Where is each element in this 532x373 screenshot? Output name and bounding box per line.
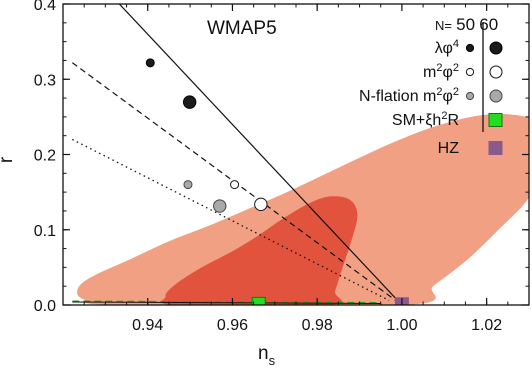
legend-marker-small [465,43,475,53]
legend-marker-small [465,67,475,77]
x-tick-label: 0.94 [132,317,163,334]
lambda-phi4-line [118,4,403,305]
legend-label: N-flation m2φ2 [359,86,459,105]
legend-label: m2φ2 [423,62,459,81]
y-tick-label: 0.4 [34,0,56,14]
point-3-0 [251,296,266,305]
y-tick-label: 0.2 [34,148,56,165]
sm-xi-line [72,300,381,304]
x-tick-label: 1.00 [386,317,417,334]
point-0-0 [145,58,155,68]
y-tick-label: 0.1 [34,223,56,240]
legend-marker-large [489,41,503,55]
n-flation-line [72,138,390,302]
point-1-0 [230,180,240,190]
y-tick-label: 0.0 [34,298,56,315]
legend-header: N= 50 60 [435,15,498,34]
base-line [72,301,381,304]
point-1-1 [254,197,268,212]
legend-marker-large [489,89,503,103]
legend-marker-square [488,113,503,127]
contour-68cl [161,196,358,305]
point-2-1 [213,199,227,213]
x-tick-label: 0.98 [302,317,333,334]
y-axis-label: r [0,156,17,163]
x-tick-label: 1.02 [471,317,502,334]
legend-label: SM+ξh2R [392,110,459,129]
point-2-0 [183,180,193,190]
point-0-1 [182,95,197,109]
y-tick-label: 0.3 [34,72,56,89]
legend-marker-large [489,65,503,79]
legend-label: HZ [438,140,460,157]
x-axis-label: ns [258,343,276,368]
x-tick-label: 0.96 [217,317,248,334]
legend: N= 50 60 λφ4 m2φ2 N-flation m2φ2 SM+ξh2R HZ [359,15,503,157]
data-markers [145,58,409,305]
legend-marker-square [488,141,503,155]
legend-rows: λφ4 m2φ2 N-flation m2φ2 SM+ξh2R HZ [359,38,503,157]
legend-marker-small [465,91,475,101]
legend-label: λφ4 [435,38,459,57]
axis-ticks: 0.94 0.96 0.98 1.00 1.02 0.0 0.1 0.2 0.3 0.4 [34,0,530,334]
chart-title: WMAP5 [207,18,277,39]
